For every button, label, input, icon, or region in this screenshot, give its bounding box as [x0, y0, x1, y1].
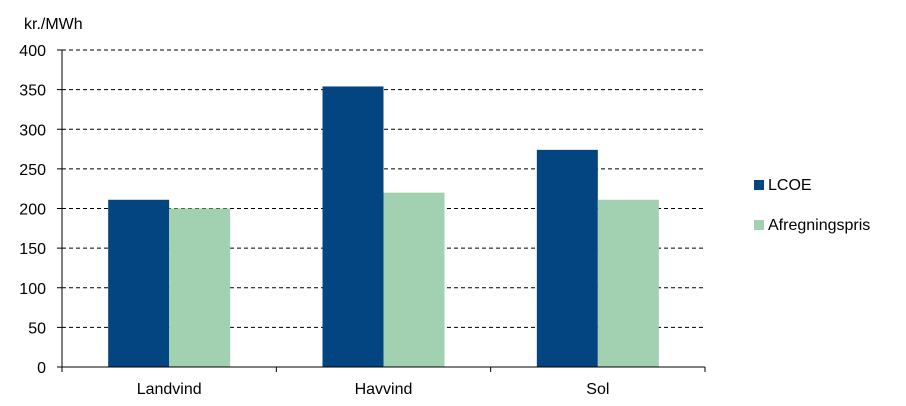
bar-lcoe-sol — [536, 149, 598, 367]
bar-lcoe-landvind — [108, 199, 170, 367]
legend-swatch — [754, 220, 764, 230]
bars — [108, 86, 659, 367]
bar-afregningspris-landvind — [169, 208, 231, 367]
legend-swatch — [754, 180, 764, 190]
y-tick-label: 50 — [28, 320, 46, 337]
axes — [57, 49, 706, 372]
y-tick-label: 150 — [19, 241, 46, 258]
x-tick-label: Landvind — [137, 381, 202, 398]
legend: LCOE Afregningspris — [754, 177, 870, 234]
y-tick-label: 350 — [19, 83, 46, 100]
bar-afregningspris-havvind — [383, 192, 445, 367]
y-tick-label: 100 — [19, 281, 46, 298]
legend-label: Afregningspris — [768, 217, 870, 234]
tick-labels: 0 50 100 150 200 250 300 350 400 Landvind Havvind S… — [19, 43, 609, 398]
bar-afregningspris-sol — [597, 199, 659, 367]
bar-lcoe-havvind — [322, 86, 384, 367]
y-tick-label: 300 — [19, 122, 46, 139]
y-tick-label: 200 — [19, 202, 46, 219]
y-axis-unit-label: kr./MWh — [24, 16, 83, 33]
y-tick-label: 400 — [19, 43, 46, 60]
y-tick-label: 250 — [19, 162, 46, 179]
x-tick-label: Sol — [586, 381, 609, 398]
legend-label: LCOE — [768, 177, 812, 194]
y-tick-label: 0 — [37, 360, 46, 377]
x-tick-label: Havvind — [355, 381, 413, 398]
